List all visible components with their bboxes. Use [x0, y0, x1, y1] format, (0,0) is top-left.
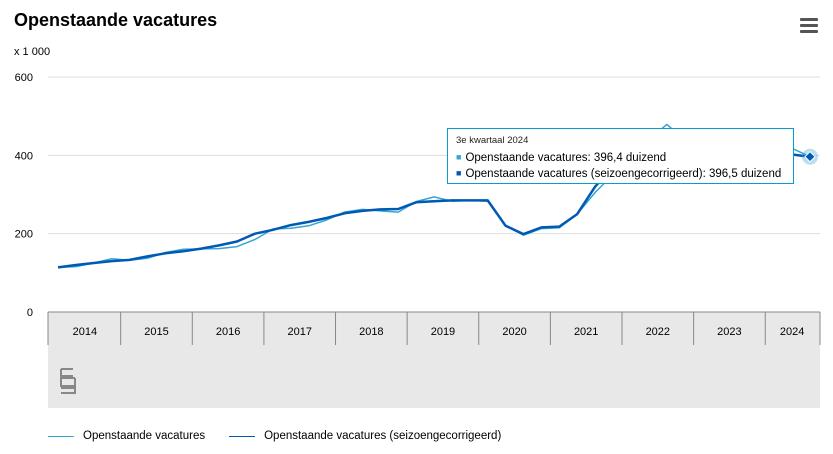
y-tick-label: 200 [15, 229, 33, 241]
legend-label: Openstaande vacatures [83, 430, 206, 442]
tooltip-row-series2: ■ Openstaande vacatures (seizoengecorrige… [456, 166, 785, 182]
source-panel [48, 345, 820, 408]
tooltip-row-series1: ■ Openstaande vacatures: 396,4 duizend [456, 150, 785, 166]
x-tick-label: 2019 [431, 326, 455, 338]
y-tick-labels: 0 200 400 600 [15, 72, 33, 319]
legend-item-seizoengecorrigeerd[interactable]: Openstaande vacatures (seizoengecorrigee… [229, 430, 501, 442]
x-axis: 2014 2015 2016 2017 2018 2019 2020 2021 2022 2023… [47, 311, 821, 345]
tooltip: 3e kwartaal 2024 ■ Openstaande vacatures:… [447, 128, 794, 184]
x-tick-label: 2021 [574, 326, 598, 338]
y-tick-label: 600 [15, 72, 33, 84]
x-tick-label: 2024 [780, 326, 804, 338]
x-tick-label: 2022 [646, 326, 670, 338]
x-tick-label: 2014 [73, 326, 97, 338]
bullet-icon: ■ [456, 152, 462, 162]
cbs-logo [60, 368, 76, 394]
hover-markers [802, 148, 818, 165]
legend-swatch [229, 435, 256, 437]
x-tick-label: 2018 [359, 326, 383, 338]
legend-swatch [48, 435, 74, 437]
chart-title: Openstaande vacatures [14, 10, 218, 30]
chart-legend: Openstaande vacatures Openstaande vacatu… [48, 430, 525, 442]
hamburger-menu-icon[interactable] [798, 18, 820, 38]
legend-label: Openstaande vacatures (seizoengecorrigee… [264, 430, 502, 442]
tooltip-value: Openstaande vacatures (seizoengecorrigee… [465, 168, 782, 180]
hover-point-series2 [804, 150, 816, 163]
y-tick-label: 0 [27, 307, 33, 319]
y-tick-label: 400 [15, 150, 33, 162]
x-axis-band [48, 312, 820, 345]
x-tick-label: 2017 [287, 326, 311, 338]
x-tick-label: 2015 [144, 326, 168, 338]
x-tick-label: 2016 [216, 326, 240, 338]
y-axis-unit: x 1 000 [14, 46, 51, 58]
tooltip-value: Openstaande vacatures: 396,4 duizend [465, 152, 667, 164]
tooltip-title: 3e kwartaal 2024 [456, 135, 529, 146]
legend-item-openstaande-vacatures[interactable]: Openstaande vacatures [48, 430, 205, 442]
x-tick-label: 2020 [502, 326, 526, 338]
bullet-icon: ■ [456, 168, 462, 178]
x-tick-label: 2023 [717, 326, 741, 338]
